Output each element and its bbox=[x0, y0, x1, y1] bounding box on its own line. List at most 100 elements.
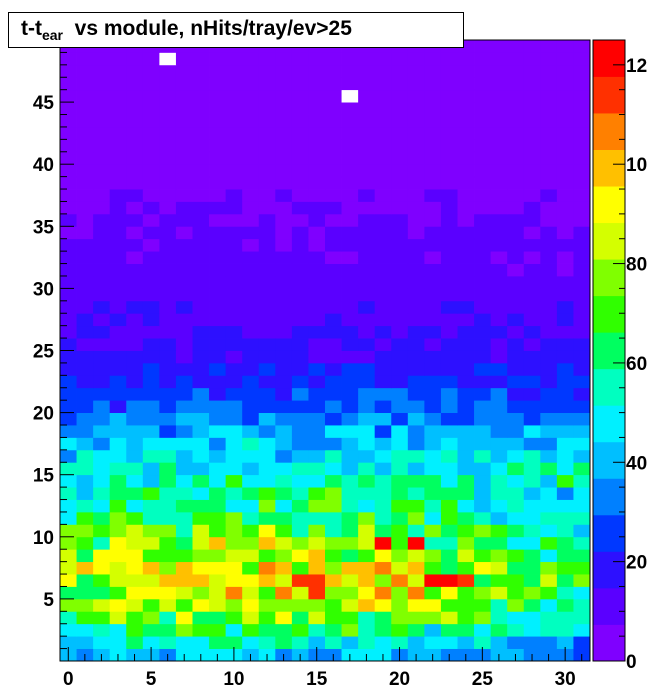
heatmap-cell bbox=[192, 449, 210, 463]
heatmap-cell bbox=[76, 201, 94, 215]
heatmap-cell bbox=[159, 251, 177, 264]
heatmap-cell bbox=[490, 40, 508, 53]
heatmap-cell bbox=[60, 499, 77, 513]
heatmap-cell bbox=[142, 524, 160, 538]
heatmap-cell bbox=[391, 288, 409, 302]
heatmap-cell bbox=[93, 52, 111, 66]
heatmap-cell bbox=[175, 362, 193, 376]
heatmap-cell bbox=[308, 77, 326, 91]
heatmap-cell bbox=[225, 238, 243, 252]
heatmap-cell bbox=[258, 338, 276, 351]
heatmap-cell bbox=[540, 474, 558, 488]
heatmap-cell bbox=[159, 511, 177, 525]
heatmap-cell bbox=[159, 164, 177, 178]
heatmap-cell bbox=[325, 400, 342, 413]
heatmap-cell bbox=[159, 102, 177, 115]
heatmap-cell bbox=[523, 151, 541, 165]
heatmap-cell bbox=[358, 151, 376, 165]
heatmap-cell bbox=[523, 425, 541, 438]
heatmap-cell bbox=[424, 263, 442, 277]
heatmap-cell bbox=[358, 487, 376, 500]
heatmap-cell bbox=[440, 425, 458, 438]
heatmap-cell bbox=[209, 251, 227, 264]
heatmap-cell bbox=[175, 64, 193, 78]
heatmap-cell bbox=[374, 549, 392, 563]
heatmap-cell bbox=[556, 226, 574, 240]
heatmap-cell bbox=[209, 176, 227, 190]
heatmap-cell bbox=[258, 400, 276, 413]
heatmap-cell bbox=[93, 189, 111, 202]
heatmap-cell bbox=[440, 437, 458, 451]
heatmap-cell bbox=[540, 400, 558, 413]
heatmap-cell bbox=[325, 52, 342, 66]
heatmap-cell bbox=[242, 275, 260, 289]
title-subscript: ear bbox=[41, 27, 64, 43]
chart-title: t-tear vs module, nHits/tray/ev>25 bbox=[21, 17, 352, 43]
heatmap-cell bbox=[275, 52, 293, 66]
heatmap-cell bbox=[374, 375, 392, 389]
heatmap-cell bbox=[540, 499, 558, 513]
heatmap-cell bbox=[308, 561, 326, 575]
heatmap-cell bbox=[275, 561, 293, 575]
heatmap-cell bbox=[142, 586, 160, 600]
heatmap-cell bbox=[573, 263, 591, 277]
heatmap-cell bbox=[374, 623, 392, 637]
heatmap-cell bbox=[76, 151, 94, 165]
heatmap-cell bbox=[159, 636, 177, 649]
heatmap-cell bbox=[76, 350, 94, 364]
y-tick-label: 30 bbox=[33, 279, 54, 300]
heatmap-cell bbox=[192, 412, 210, 426]
heatmap-cell bbox=[573, 52, 591, 66]
heatmap-cell bbox=[374, 387, 392, 401]
heatmap-cell bbox=[391, 487, 409, 500]
heatmap-cell bbox=[341, 400, 359, 413]
heatmap-cell bbox=[374, 151, 392, 165]
heatmap-cell bbox=[374, 139, 392, 153]
heatmap-cell bbox=[175, 511, 193, 525]
heatmap-cell bbox=[159, 487, 177, 500]
heatmap-cell bbox=[523, 114, 541, 128]
heatmap-cell bbox=[358, 574, 376, 587]
heatmap-cell bbox=[507, 176, 525, 190]
heatmap-cell bbox=[258, 164, 276, 178]
heatmap-cell bbox=[142, 189, 160, 202]
heatmap-cell bbox=[209, 238, 227, 252]
heatmap-cell bbox=[291, 474, 309, 488]
heatmap-cell bbox=[76, 387, 94, 401]
heatmap-cell bbox=[391, 201, 409, 215]
heatmap-cell bbox=[556, 288, 574, 302]
heatmap-cell bbox=[126, 586, 144, 600]
color-bar-segment bbox=[593, 113, 625, 150]
heatmap-cell bbox=[209, 288, 227, 302]
heatmap-cell bbox=[209, 499, 227, 513]
heatmap-cell bbox=[209, 375, 227, 389]
heatmap-cell bbox=[490, 89, 508, 103]
heatmap-cell bbox=[457, 251, 475, 264]
heatmap-cell bbox=[540, 325, 558, 339]
heatmap-cell bbox=[341, 176, 359, 190]
heatmap-cell bbox=[60, 462, 77, 476]
heatmap-cell bbox=[258, 114, 276, 128]
heatmap-cell bbox=[358, 226, 376, 240]
heatmap-cell bbox=[407, 400, 425, 413]
heatmap-cell bbox=[142, 288, 160, 302]
heatmap-cell bbox=[242, 574, 260, 587]
heatmap-cell bbox=[341, 300, 359, 314]
heatmap-cell bbox=[258, 201, 276, 215]
heatmap-cell bbox=[126, 375, 144, 389]
heatmap-cell bbox=[490, 288, 508, 302]
heatmap-cell bbox=[258, 586, 276, 600]
heatmap-cell bbox=[308, 524, 326, 538]
heatmap-cell bbox=[159, 89, 177, 103]
heatmap-cell bbox=[325, 586, 342, 600]
heatmap-cell bbox=[507, 487, 525, 500]
heatmap-cell bbox=[474, 387, 492, 401]
heatmap-cell bbox=[457, 499, 475, 513]
heatmap-cell bbox=[225, 574, 243, 587]
heatmap-cell bbox=[374, 437, 392, 451]
heatmap-cell bbox=[242, 375, 260, 389]
heatmap-cell bbox=[159, 387, 177, 401]
heatmap-cell bbox=[490, 238, 508, 252]
heatmap-cell bbox=[573, 400, 591, 413]
heatmap-cell bbox=[457, 462, 475, 476]
